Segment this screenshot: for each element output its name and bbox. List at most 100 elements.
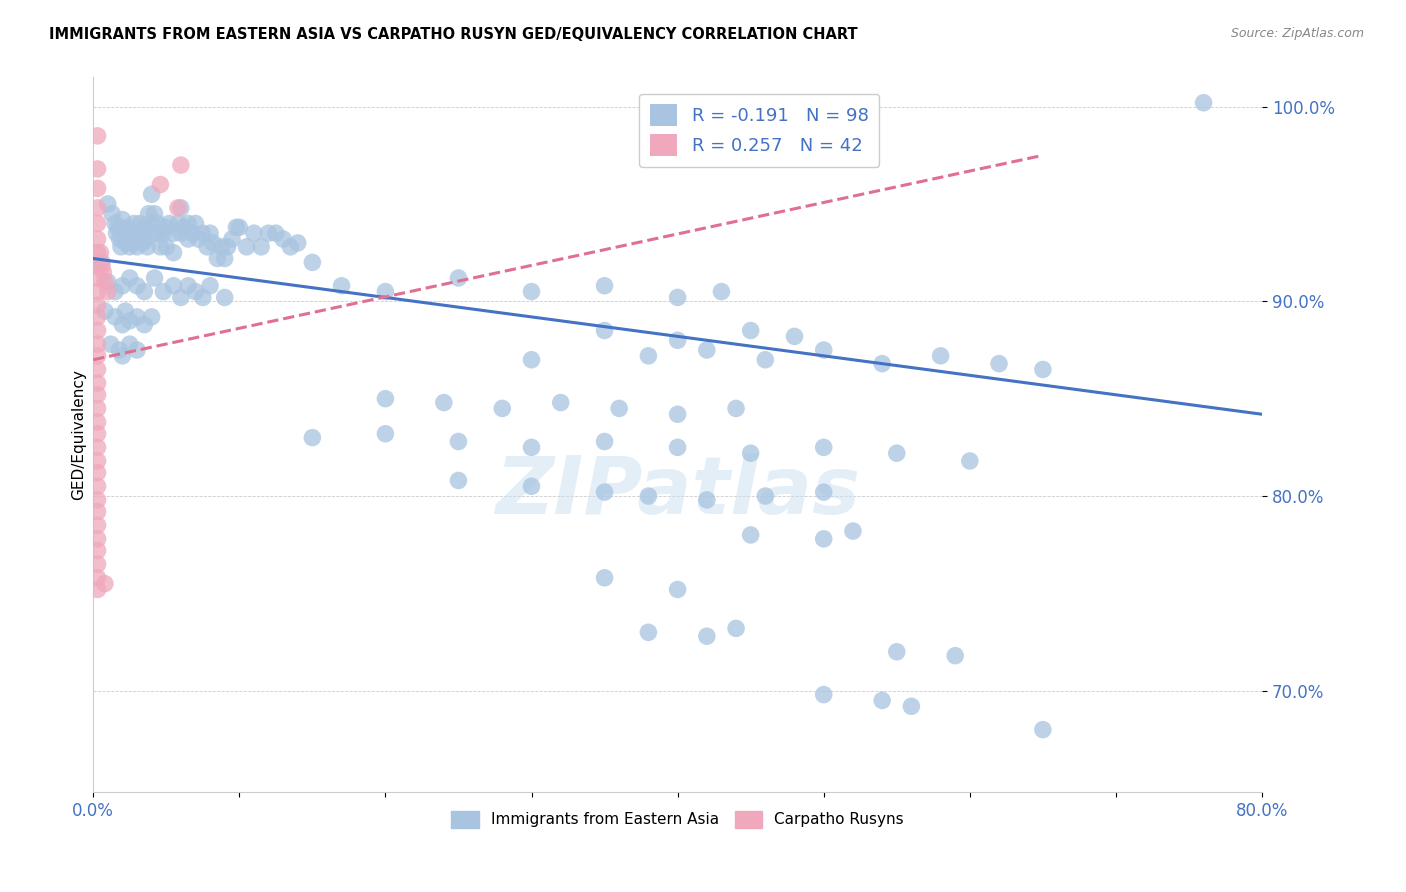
Point bbox=[666, 441, 689, 455]
Point bbox=[637, 349, 659, 363]
Point bbox=[374, 426, 396, 441]
Point bbox=[125, 240, 148, 254]
Point bbox=[91, 255, 114, 269]
Point bbox=[125, 278, 148, 293]
Point bbox=[141, 187, 163, 202]
Point bbox=[280, 240, 302, 254]
Y-axis label: GED/Equivalency: GED/Equivalency bbox=[72, 369, 86, 500]
Point bbox=[145, 226, 167, 240]
Point bbox=[86, 232, 108, 246]
Point bbox=[125, 310, 148, 324]
Point bbox=[86, 454, 108, 468]
Point bbox=[112, 226, 135, 240]
Point bbox=[870, 357, 893, 371]
Point bbox=[959, 454, 981, 468]
Point bbox=[127, 232, 149, 246]
Point bbox=[86, 543, 108, 558]
Point bbox=[117, 232, 139, 246]
Point bbox=[86, 128, 108, 143]
Point bbox=[214, 252, 236, 266]
Point bbox=[86, 388, 108, 402]
Point bbox=[162, 278, 184, 293]
Point bbox=[593, 278, 616, 293]
Point bbox=[125, 343, 148, 357]
Point bbox=[97, 285, 120, 299]
Point bbox=[214, 290, 236, 304]
Point bbox=[228, 220, 250, 235]
Point bbox=[666, 407, 689, 421]
Point bbox=[141, 310, 163, 324]
Point bbox=[118, 271, 141, 285]
Point bbox=[86, 571, 108, 585]
Point bbox=[217, 240, 239, 254]
Point bbox=[143, 271, 166, 285]
Point bbox=[86, 492, 108, 507]
Point bbox=[870, 693, 893, 707]
Point bbox=[696, 492, 718, 507]
Point bbox=[447, 434, 470, 449]
Point bbox=[235, 240, 257, 254]
Point bbox=[666, 290, 689, 304]
Point bbox=[124, 226, 146, 240]
Point bbox=[250, 240, 273, 254]
Point bbox=[108, 232, 131, 246]
Point bbox=[287, 235, 309, 250]
Point bbox=[170, 201, 193, 215]
Point bbox=[271, 232, 294, 246]
Point bbox=[170, 226, 193, 240]
Point bbox=[114, 235, 136, 250]
Point bbox=[813, 532, 835, 546]
Point bbox=[86, 362, 108, 376]
Point bbox=[842, 524, 865, 538]
Point bbox=[148, 226, 170, 240]
Point bbox=[86, 441, 108, 455]
Point bbox=[120, 226, 142, 240]
Point bbox=[696, 629, 718, 643]
Point bbox=[86, 260, 108, 274]
Point bbox=[637, 489, 659, 503]
Point bbox=[141, 217, 163, 231]
Point bbox=[94, 304, 117, 318]
Point bbox=[198, 226, 221, 240]
Point bbox=[111, 318, 134, 332]
Point bbox=[86, 505, 108, 519]
Point bbox=[943, 648, 966, 663]
Point bbox=[86, 217, 108, 231]
Point bbox=[86, 349, 108, 363]
Point bbox=[181, 226, 204, 240]
Point bbox=[110, 240, 132, 254]
Point bbox=[86, 426, 108, 441]
Point bbox=[162, 245, 184, 260]
Point bbox=[988, 357, 1011, 371]
Text: ZIPatlas: ZIPatlas bbox=[495, 453, 860, 531]
Point bbox=[86, 401, 108, 416]
Point bbox=[94, 576, 117, 591]
Point bbox=[447, 474, 470, 488]
Point bbox=[301, 255, 323, 269]
Point bbox=[149, 178, 172, 192]
Point bbox=[374, 285, 396, 299]
Point bbox=[157, 217, 180, 231]
Point bbox=[134, 220, 156, 235]
Point bbox=[155, 240, 177, 254]
Point bbox=[152, 285, 174, 299]
Point bbox=[86, 582, 108, 597]
Point bbox=[86, 479, 108, 493]
Point bbox=[162, 226, 184, 240]
Point bbox=[104, 217, 127, 231]
Point bbox=[86, 337, 108, 351]
Point bbox=[129, 217, 152, 231]
Point bbox=[740, 528, 762, 542]
Point bbox=[257, 226, 280, 240]
Point bbox=[170, 290, 193, 304]
Point bbox=[86, 201, 108, 215]
Point bbox=[637, 625, 659, 640]
Point bbox=[86, 285, 108, 299]
Point bbox=[101, 207, 124, 221]
Point bbox=[666, 333, 689, 347]
Point bbox=[374, 392, 396, 406]
Point bbox=[184, 217, 207, 231]
Point bbox=[491, 401, 513, 416]
Point bbox=[138, 207, 160, 221]
Point bbox=[550, 395, 572, 409]
